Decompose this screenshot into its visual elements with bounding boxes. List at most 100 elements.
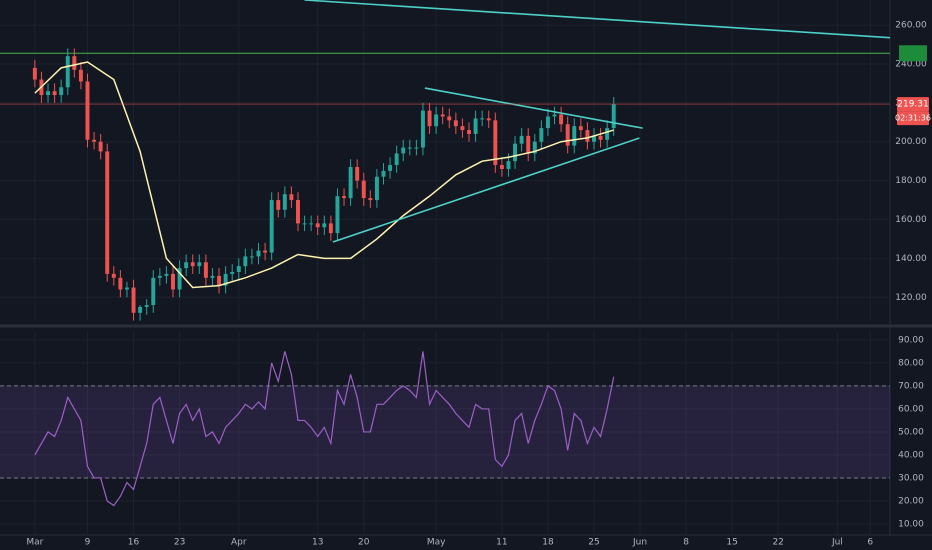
candle-body [171, 273, 175, 290]
candle-body [427, 110, 432, 127]
candle-body [328, 223, 333, 234]
candle-body [578, 126, 583, 131]
candle-body [368, 198, 373, 201]
axes: 120.00140.00160.00180.00200.00220.00240.… [26, 21, 931, 548]
y-tick-label: 10.00 [898, 519, 924, 529]
candle-body [592, 135, 596, 142]
candle-body [269, 200, 274, 253]
candle-body [440, 114, 445, 117]
candle-body [223, 273, 228, 286]
candle-body [138, 306, 143, 313]
x-tick-label: 15 [726, 538, 737, 548]
x-tick-label: Mar [26, 538, 43, 548]
candle-body [407, 147, 412, 149]
y-tick-label: 260.00 [895, 21, 927, 31]
y-tick-label: 80.00 [898, 358, 924, 368]
candle-body [611, 104, 616, 129]
y-tick-label: 70.00 [898, 381, 924, 391]
moving-average [34, 61, 614, 289]
candle-body [72, 56, 77, 70]
candle-body [342, 196, 347, 199]
candle-body [467, 130, 471, 134]
candle-body [243, 256, 248, 267]
y-tick-label: 50.00 [898, 427, 924, 437]
candle-body [447, 116, 452, 121]
candle-body [335, 196, 340, 234]
candle-body [52, 91, 57, 96]
candle-body [381, 170, 386, 177]
candle-body [302, 223, 307, 225]
candle-body [453, 120, 458, 127]
candle-body [197, 262, 202, 267]
candle-body [296, 200, 300, 224]
candle-body [124, 287, 129, 290]
candle-body [282, 194, 287, 210]
candle-body [131, 287, 136, 313]
x-tick-label: 6 [867, 538, 873, 548]
candle-body [499, 165, 504, 169]
x-tick-label: May [427, 538, 446, 548]
candle-body [552, 114, 557, 117]
candle-body [164, 273, 169, 276]
candle-body [65, 56, 70, 88]
x-tick-label: 9 [85, 538, 91, 548]
candle-body [473, 118, 478, 134]
x-tick-label: 22 [772, 538, 783, 548]
y-tick-label: 240.00 [895, 59, 927, 69]
candle-body [361, 180, 366, 199]
candle-body [486, 118, 491, 121]
y-tick-label: 40.00 [898, 450, 924, 460]
candle-body [46, 91, 50, 96]
x-tick-label: 18 [542, 538, 554, 548]
candle-body [190, 262, 195, 267]
candle-body [210, 275, 215, 278]
x-tick-label: 20 [358, 538, 370, 548]
candle-body [348, 166, 353, 199]
candle-body [519, 135, 524, 144]
candle-body [105, 151, 110, 274]
candle-body [32, 67, 37, 80]
x-tick-label: 16 [128, 538, 140, 548]
x-tick-label: 25 [588, 538, 599, 548]
candle-body [249, 256, 254, 258]
candle-body [309, 223, 314, 225]
last-price-box [897, 97, 929, 112]
candle-body [388, 165, 393, 171]
candle-body [157, 275, 162, 278]
candle-body [565, 124, 570, 146]
rsi-line [34, 351, 615, 507]
candle-body [315, 223, 320, 228]
x-tick-label: Jun [632, 538, 647, 548]
last-price-label: 219.31 [897, 100, 929, 110]
x-tick-label: 23 [174, 538, 185, 548]
candle-body [177, 268, 182, 290]
candle-body [526, 135, 531, 154]
candle-body [184, 262, 189, 269]
x-tick-label: 13 [312, 538, 323, 548]
candle-body [513, 143, 518, 162]
candle-body [111, 273, 116, 278]
candle-body [217, 275, 222, 286]
y-tick-label: 120.00 [895, 293, 927, 303]
candle-body [92, 139, 97, 142]
y-tick-label: 30.00 [898, 473, 924, 483]
x-tick-label: Jul [831, 538, 843, 548]
candle-body [203, 262, 208, 278]
countdown-box [897, 111, 929, 126]
price-pane [0, 0, 890, 321]
candle-body [98, 141, 103, 152]
y-tick-label: 180.00 [895, 176, 927, 186]
y-tick-label: 20.00 [898, 496, 924, 506]
candle-body [256, 250, 261, 257]
trendline [424, 87, 643, 129]
y-tick-label: 200.00 [895, 137, 927, 147]
level-marker [899, 45, 927, 62]
candle-body [144, 305, 149, 307]
y-tick-label: 90.00 [898, 335, 924, 345]
countdown-label: 02:31:36 [895, 114, 931, 123]
candle-body [434, 114, 439, 127]
candle-body [545, 116, 550, 129]
candle-body [263, 250, 268, 253]
